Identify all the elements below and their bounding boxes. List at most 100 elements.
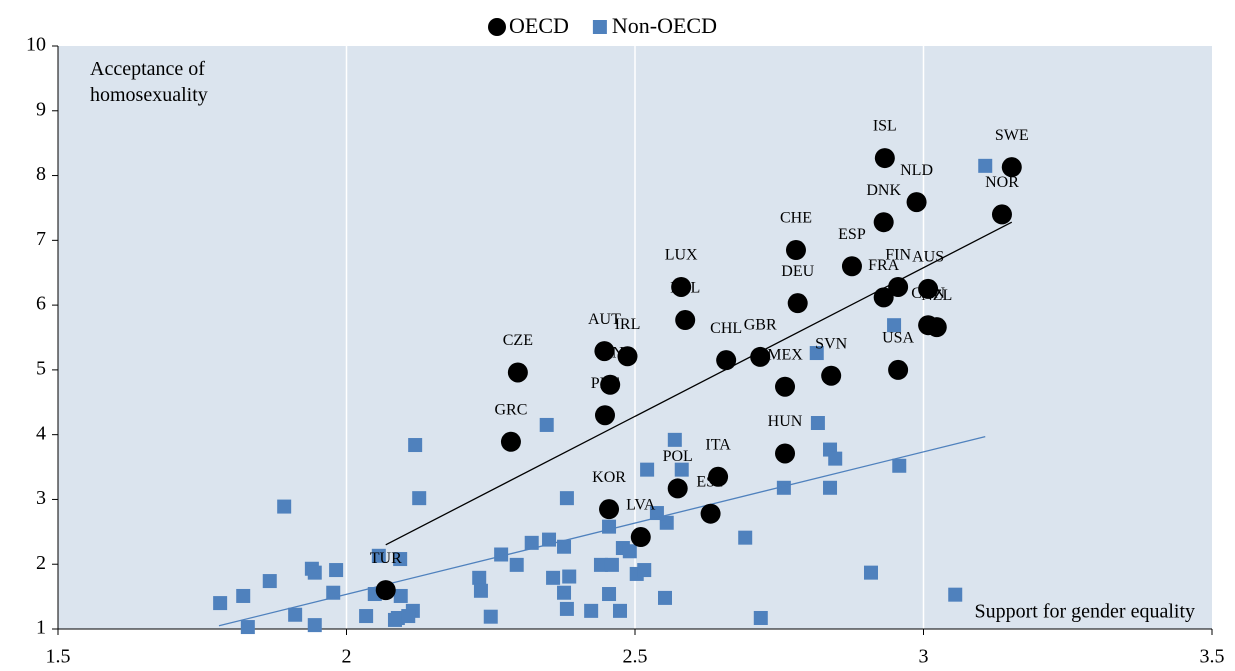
point [557,585,572,600]
point-label: ISL [873,118,897,135]
point [375,580,396,601]
point [667,432,682,447]
point [716,350,737,371]
point-label: LVA [626,497,656,514]
point-label: FIN [885,247,911,264]
y-tick-label: 4 [36,422,46,444]
y-tick-label: 2 [36,552,46,574]
point [630,527,651,548]
point [288,607,303,622]
point-label: AUT [588,311,621,328]
point [892,458,907,473]
point [562,569,577,584]
point-label: TUR [370,550,402,567]
point [640,462,655,477]
point-label: FRA [868,257,900,274]
point-label: EST [696,473,725,490]
point [600,374,621,395]
point [371,548,386,563]
y-tick-label: 6 [36,293,46,315]
point-label: GBR [744,317,777,334]
point-label: AUS [912,249,944,266]
y-tick-label: 5 [36,357,46,379]
point [978,158,993,173]
point [559,601,574,616]
point [775,376,796,397]
trend-line [218,435,986,627]
point [557,539,572,554]
point [738,530,753,545]
point [991,204,1012,225]
point [599,499,620,520]
legend-label: Non-OECD [612,13,717,38]
point [602,519,617,534]
point [888,276,909,297]
point [213,596,228,611]
y-tick-label: 8 [36,163,46,185]
point [675,310,696,331]
point [594,341,615,362]
point [612,603,627,618]
point [262,574,277,589]
point-label: LUX [665,247,698,264]
point-label: USA [882,330,914,347]
point [412,491,427,506]
point-label: DEU [781,263,814,280]
y-tick-label: 3 [36,487,46,509]
x-tick-label: 3 [919,646,929,668]
point [708,466,729,487]
point [658,590,673,605]
point-label: CHE [780,210,812,227]
point [617,346,638,367]
y-tick-label: 1 [36,617,46,639]
point [828,451,843,466]
point-label: ESP [838,226,866,243]
trend-line [385,221,1013,546]
legend-marker [488,18,506,36]
y-tick-label: 10 [26,34,46,56]
point [277,499,292,514]
point [873,212,894,233]
point [507,362,528,383]
point [500,431,521,452]
point-label: CHL [710,320,742,337]
point-label: SVN [815,335,847,352]
point [559,491,574,506]
point [887,318,902,333]
point-label: NOR [985,174,1019,191]
point-label: CAN [911,285,945,302]
point [874,148,895,169]
point [604,557,619,572]
point-label: NZL [921,287,952,304]
point [809,346,824,361]
point-label: GRC [494,401,527,418]
point [906,192,927,213]
legend-marker [592,20,607,34]
point [888,359,909,380]
point [524,535,539,550]
point [359,609,374,624]
point [775,443,796,464]
point [307,565,322,580]
point [1001,157,1022,178]
legend-label: OECD [509,13,569,38]
point-label: MEX [767,346,803,363]
y-axis-label: Acceptance of homosexuality [90,58,208,106]
point-label: DNK [866,182,901,199]
x-axis-label: Support for gender equality [975,601,1196,623]
point [546,570,561,585]
point [671,276,692,297]
point [594,405,615,426]
point-label: KOR [592,469,626,486]
point [873,287,894,308]
point [823,480,838,495]
x-tick-label: 3.5 [1200,646,1225,668]
point [700,503,721,524]
point [539,417,554,432]
point-label: JPN [597,344,624,361]
point [593,557,608,572]
point [841,256,862,277]
point [821,365,842,386]
point [307,618,322,633]
point [584,603,599,618]
